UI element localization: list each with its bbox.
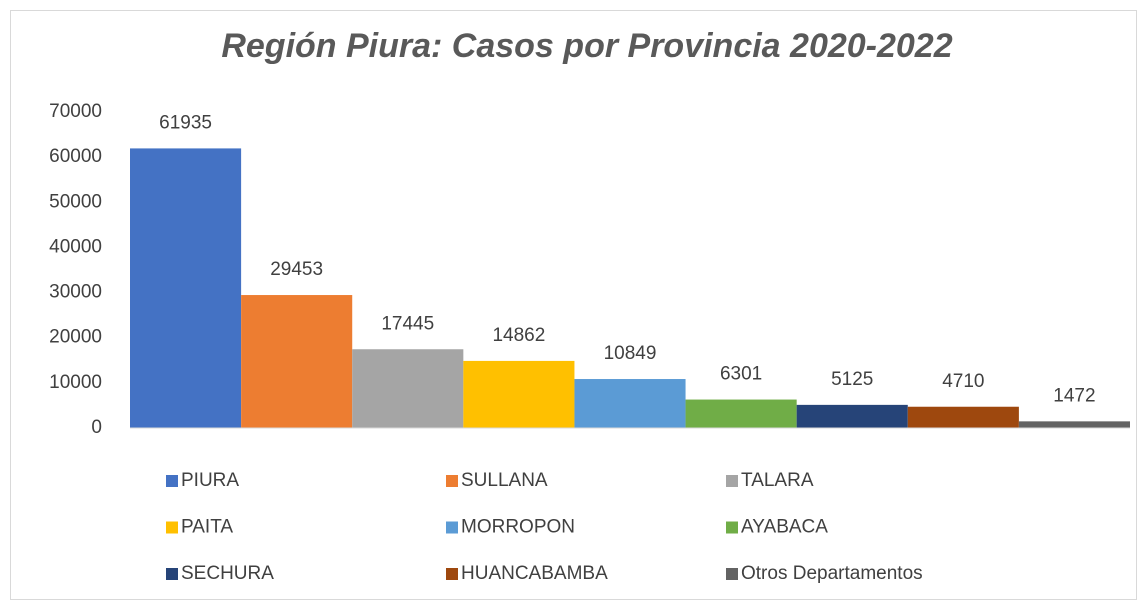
legend-swatch — [166, 475, 178, 487]
legend-label: PAITA — [181, 517, 233, 538]
y-tick-label: 20000 — [49, 327, 102, 348]
data-label: 17445 — [381, 313, 434, 334]
y-tick-label: 10000 — [49, 372, 102, 393]
bar — [463, 360, 575, 428]
legend-label: SECHURA — [181, 563, 274, 584]
y-tick-label: 0 — [91, 417, 102, 438]
data-label: 6301 — [720, 364, 762, 385]
legend-swatch — [726, 475, 738, 487]
legend-swatch — [726, 568, 738, 580]
bar — [796, 404, 908, 428]
legend-swatch — [726, 521, 738, 534]
bar — [241, 295, 353, 428]
legend-label: Otros Departamentos — [741, 563, 923, 584]
y-tick-label: 70000 — [49, 101, 102, 122]
y-tick-label: 40000 — [49, 236, 102, 257]
legend-swatch — [166, 568, 178, 580]
data-label: 14862 — [492, 325, 545, 346]
chart-title: Región Piura: Casos por Provincia 2020-2… — [221, 27, 952, 65]
legend-label: MORROPON — [461, 517, 575, 538]
legend-label: TALARA — [741, 470, 814, 491]
legend-swatch — [446, 521, 458, 534]
bar — [130, 148, 242, 428]
data-label: 1472 — [1053, 385, 1095, 406]
data-label: 29453 — [270, 259, 323, 280]
legend-label: AYABACA — [741, 517, 828, 538]
data-label: 5125 — [831, 369, 873, 390]
legend-label: HUANCABAMBA — [461, 563, 608, 584]
data-label: 61935 — [159, 112, 212, 133]
legend-swatch — [446, 568, 458, 580]
y-tick-label: 30000 — [49, 282, 102, 303]
legend-label: PIURA — [181, 470, 239, 491]
data-label: 4710 — [942, 371, 984, 392]
bar — [685, 399, 797, 428]
legend-swatch — [166, 521, 178, 534]
legend-swatch — [446, 475, 458, 487]
y-tick-label: 50000 — [49, 191, 102, 212]
data-label: 10849 — [604, 343, 657, 364]
bar — [574, 379, 686, 428]
bar — [1018, 421, 1130, 428]
bar — [352, 349, 464, 428]
legend-label: SULLANA — [461, 470, 548, 491]
bar — [907, 406, 1019, 428]
y-tick-label: 60000 — [49, 146, 102, 167]
